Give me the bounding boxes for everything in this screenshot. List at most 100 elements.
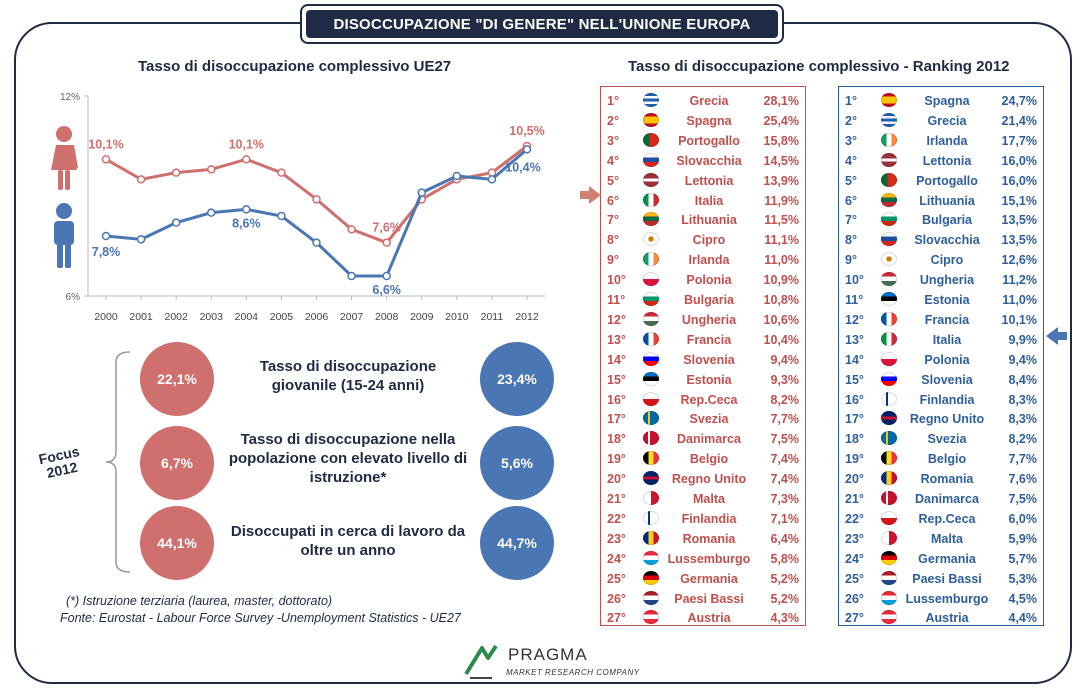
logo-icon [464, 644, 498, 679]
flag-mt-icon [881, 530, 897, 545]
flag-ee-icon [643, 371, 659, 386]
rate-value: 7,3% [770, 492, 800, 506]
rank-number: 14° [607, 352, 626, 367]
title-banner: DISOCCUPAZIONE "DI GENERE" NELL'UNIONE E… [300, 4, 784, 44]
flag-mt-icon [643, 491, 659, 505]
rank-number: 22° [607, 511, 626, 526]
flag-bg-icon [643, 292, 659, 306]
rate-value: 13,5% [1001, 213, 1037, 228]
country-name: Estonia [924, 293, 970, 307]
rank-number: 7° [845, 213, 857, 228]
flag-si-icon [881, 371, 897, 386]
data-point-female [347, 225, 356, 234]
flag-es-icon [881, 93, 897, 107]
country-name: Italia [932, 332, 962, 347]
country-name: Rep.Ceca [918, 511, 976, 526]
rate-value: 5,3% [1008, 571, 1038, 586]
country-name: Austria [687, 611, 731, 626]
rate-value: 16,0% [1001, 173, 1037, 188]
flag-de-icon [881, 550, 897, 565]
rate-value: 16,0% [1001, 153, 1037, 168]
ranking-row: 7° Bulgaria 13,5% [839, 210, 1043, 230]
rank-number: 25° [607, 571, 626, 586]
country-name: Malta [693, 492, 725, 506]
flag-cz-icon [643, 391, 659, 406]
flag-it-icon [881, 331, 897, 346]
country-name: Bulgaria [921, 213, 972, 228]
rate-value: 7,4% [770, 452, 800, 467]
rank-number: 2° [845, 113, 857, 128]
country-name: Lussemburgo [667, 551, 751, 566]
ranking-row: 3° Portogallo 15,8% [601, 131, 805, 151]
country-name: Slovenia [921, 372, 973, 387]
data-point-male [171, 218, 181, 227]
ranking-row: 14° Slovenia 9,4% [601, 350, 805, 370]
country-name: Estonia [686, 372, 732, 387]
rate-value: 14,5% [763, 153, 799, 168]
rank-number: 8° [607, 233, 619, 248]
flag-cz-icon [881, 510, 897, 525]
ranking-row: 25° Paesi Bassi 5,3% [839, 569, 1043, 589]
series-line-female [105, 144, 528, 245]
rate-value: 11,2% [1002, 273, 1037, 288]
man-icon [54, 203, 74, 268]
country-name: Irlanda [688, 253, 730, 268]
country-name: Spagna [686, 113, 732, 128]
rate-value: 10,6% [763, 312, 799, 327]
rate-value: 7,5% [770, 432, 800, 447]
data-label-female: 10,1% [229, 137, 264, 151]
country-name: Lithuania [919, 193, 975, 208]
country-name: Lettonia [684, 173, 734, 188]
ranking-row: 3° Irlanda 17,7% [839, 131, 1043, 151]
data-point-female [207, 165, 216, 174]
data-point-male [242, 205, 251, 214]
focus-male-circle: 44,7% [480, 506, 554, 580]
rank-number: 2° [607, 113, 619, 128]
ranking-row: 25° Germania 5,2% [601, 569, 805, 589]
ranking-row: 2° Grecia 21,4% [839, 111, 1043, 131]
data-label-male: 8,6% [232, 216, 261, 230]
ranking-row: 8° Slovacchia 13,5% [839, 230, 1043, 250]
rate-value: 4,5% [1008, 591, 1038, 606]
rank-number: 11° [607, 293, 626, 307]
ranking-row: 10° Ungheria 11,2% [839, 270, 1043, 290]
country-name: Belgio [689, 452, 729, 467]
series-line-male [105, 148, 528, 278]
rate-value: 13,5% [1001, 233, 1037, 248]
flag-at-icon [881, 610, 897, 625]
data-point-female [312, 195, 321, 204]
x-tick-label: 2008 [375, 311, 399, 323]
rate-value: 9,9% [1008, 332, 1038, 347]
ranking-row: 6° Italia 11,9% [601, 191, 805, 211]
rate-value: 4,4% [1008, 611, 1038, 626]
ranking-row: 27° Austria 4,4% [839, 608, 1043, 628]
country-name: Romania [682, 531, 736, 546]
country-name: Ungheria [681, 312, 737, 327]
flag-ee-icon [881, 292, 897, 306]
ranking-row: 12° Francia 10,1% [839, 310, 1043, 330]
country-name: Svezia [927, 432, 967, 447]
country-name: Slovacchia [914, 233, 980, 248]
rank-number: 27° [607, 611, 626, 626]
country-name: Francia [924, 312, 970, 327]
flag-pt-icon [881, 172, 897, 187]
rank-number: 19° [607, 452, 626, 467]
ranking-row: 9° Irlanda 11,0% [601, 250, 805, 270]
logo-tagline: MARKET RESEARCH COMPANY [506, 668, 640, 677]
rank-number: 21° [845, 492, 864, 506]
ranking-row: 20° Regno Unito 7,4% [601, 469, 805, 489]
rank-number: 5° [607, 173, 619, 188]
rank-number: 4° [845, 153, 857, 168]
flag-bg-icon [881, 212, 897, 227]
rate-value: 9,4% [1008, 352, 1038, 367]
rate-value: 11,0% [764, 253, 799, 268]
rank-number: 26° [845, 591, 864, 606]
ranking-row: 8° Cipro 11,1% [601, 230, 805, 250]
flag-se-icon [643, 411, 659, 426]
x-tick-label: 2007 [340, 311, 364, 323]
data-point-male [382, 271, 391, 281]
rate-value: 24,7% [1001, 94, 1037, 108]
country-name: Lussemburgo [905, 591, 989, 606]
flag-at-icon [643, 610, 659, 625]
x-tick-label: 2011 [481, 311, 504, 323]
